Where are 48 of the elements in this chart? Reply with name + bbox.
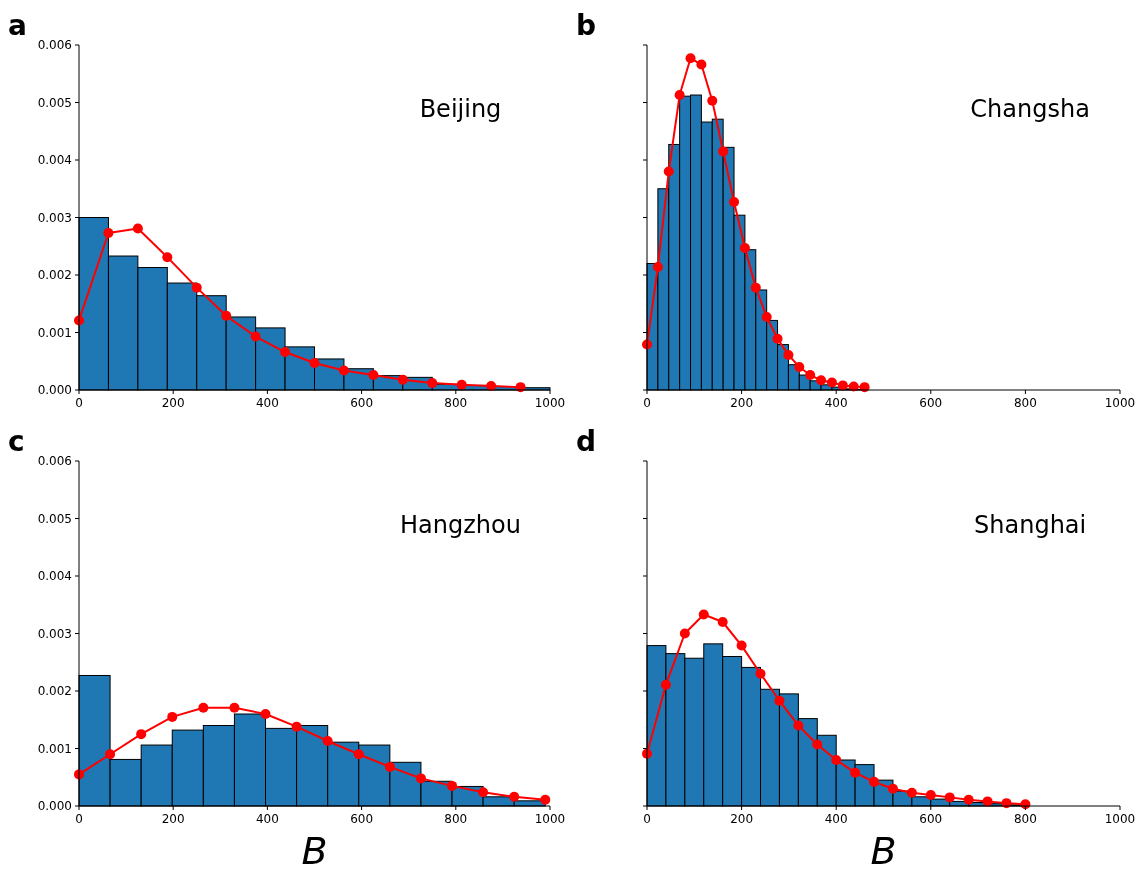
x-tick-label: 1000 bbox=[1104, 812, 1136, 826]
y-tick-label: 0.000 bbox=[37, 383, 72, 398]
y-tick-label: 0.005 bbox=[37, 511, 72, 526]
text: Hangzhou bbox=[400, 511, 521, 539]
text: d bbox=[576, 425, 597, 458]
x-tick-label: 0 bbox=[75, 396, 83, 410]
x-tick-label: 800 bbox=[1013, 812, 1037, 826]
text: a bbox=[8, 9, 27, 42]
y-tick-label: 0.001 bbox=[37, 325, 72, 340]
x-tick-label: 0 bbox=[643, 812, 651, 826]
x-tick-label: 200 bbox=[730, 396, 754, 410]
x-tick-label: 1000 bbox=[1104, 396, 1136, 410]
x-tick-label: 1000 bbox=[534, 812, 566, 826]
x-tick-label: 800 bbox=[1013, 396, 1037, 410]
y-tick-label: 0.004 bbox=[37, 569, 72, 584]
y-tick-label: 0.003 bbox=[37, 626, 72, 641]
x-axis-title: B bbox=[870, 829, 897, 873]
y-tick-label: 0.004 bbox=[37, 153, 72, 168]
x-tick-label: 0 bbox=[75, 812, 83, 826]
text: c bbox=[8, 425, 25, 458]
y-tick-label: 0.000 bbox=[37, 799, 72, 814]
x-tick-label: 400 bbox=[824, 396, 848, 410]
x-tick-label: 600 bbox=[350, 812, 374, 826]
x-tick-label: 400 bbox=[255, 812, 279, 826]
x-tick-label: 400 bbox=[824, 812, 848, 826]
text: Changsha bbox=[970, 95, 1090, 123]
x-tick-label: 200 bbox=[161, 396, 185, 410]
x-tick-label: 800 bbox=[444, 396, 468, 410]
x-tick-label: 800 bbox=[444, 812, 468, 826]
y-tick-label: 0.005 bbox=[37, 95, 72, 110]
x-tick-label: 1000 bbox=[534, 396, 566, 410]
text: Beijing bbox=[419, 95, 502, 123]
y-tick-label: 0.006 bbox=[37, 38, 72, 53]
x-tick-label: 0 bbox=[643, 396, 651, 410]
text: Shanghai bbox=[974, 511, 1087, 539]
y-tick-label: 0.003 bbox=[37, 210, 72, 225]
x-tick-label: 200 bbox=[730, 812, 754, 826]
y-tick-label: 0.002 bbox=[37, 684, 72, 699]
x-tick-label: 600 bbox=[919, 396, 943, 410]
x-tick-label: 600 bbox=[350, 396, 374, 410]
x-tick-label: 200 bbox=[161, 812, 185, 826]
x-tick-label: 600 bbox=[919, 812, 943, 826]
text: b bbox=[576, 9, 597, 42]
y-tick-label: 0.006 bbox=[37, 454, 72, 469]
x-axis-title: B bbox=[301, 829, 328, 873]
y-tick-label: 0.001 bbox=[37, 741, 72, 756]
y-tick-label: 0.002 bbox=[37, 268, 72, 283]
x-tick-label: 400 bbox=[255, 396, 279, 410]
